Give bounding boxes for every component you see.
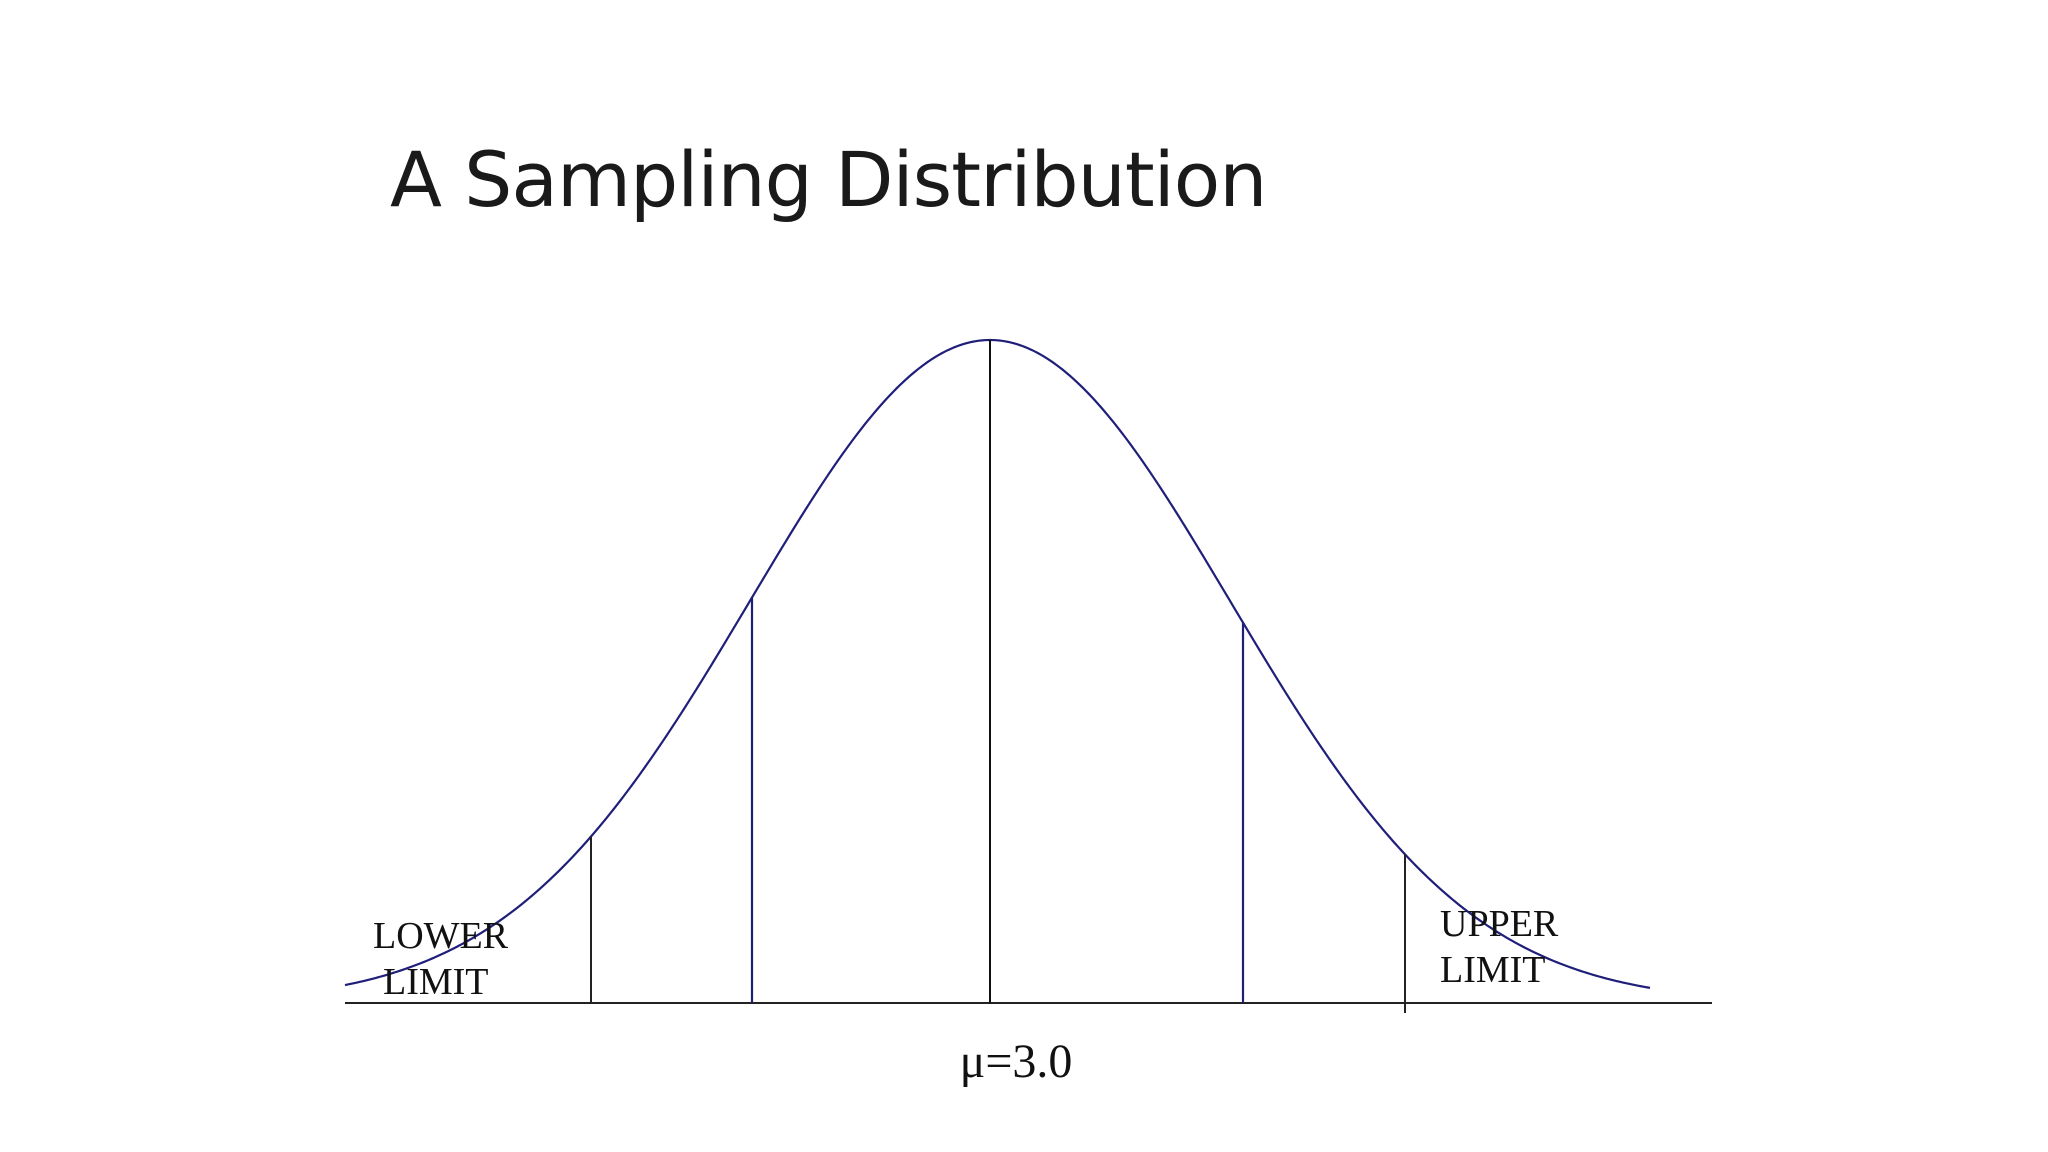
slide-title: A Sampling Distribution [390, 135, 1267, 224]
lower-limit-label-line-1: LOWER [373, 915, 509, 957]
lower-limit-label-line-2: LIMIT [383, 961, 489, 1003]
mean-label: μ=3.0 [960, 1035, 1073, 1088]
upper-limit-label: UPPER [1440, 903, 1559, 945]
bell-curve [344, 338, 1651, 989]
lower-limit-label-2: LIMIT [383, 961, 489, 1003]
upper-limit-label-line-2: LIMIT [1440, 949, 1546, 991]
upper-limit-label-2: LIMIT [1440, 949, 1546, 991]
lower-limit-label: LOWER [373, 915, 509, 957]
upper-limit-label-line-1: UPPER [1440, 903, 1559, 945]
